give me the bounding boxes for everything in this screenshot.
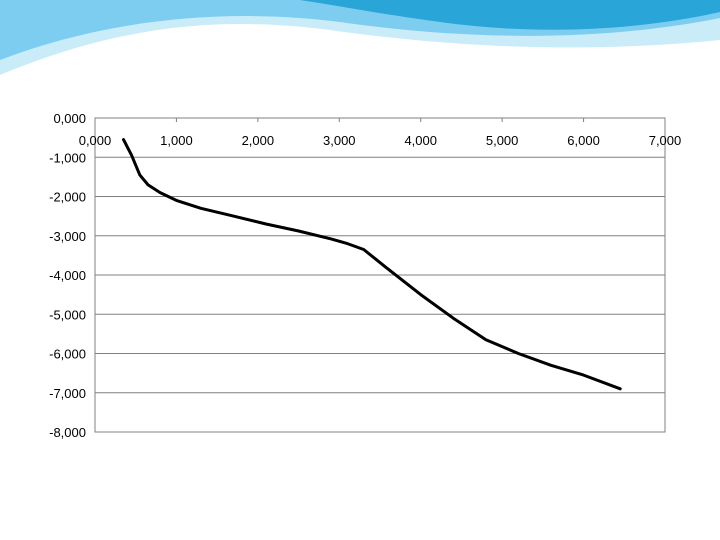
wave-dark-band: [300, 0, 720, 30]
y-tick-label: -4,000: [49, 268, 86, 283]
y-gridlines: [95, 156, 665, 394]
x-tick-labels: 0,000 1,000 2,000 3,000 4,000 5,000 6,000 7,000: [79, 133, 682, 148]
x-tick-label: 7,000: [649, 133, 682, 148]
x-tick-label: 2,000: [242, 133, 275, 148]
x-tick-label: 0,000: [79, 133, 112, 148]
x-tick-label: 5,000: [486, 133, 519, 148]
y-tick-label: -2,000: [49, 190, 86, 205]
y-tick-label: -8,000: [49, 425, 86, 440]
series-line: [122, 138, 622, 391]
x-tick-label: 4,000: [404, 133, 437, 148]
x-tick-label: 6,000: [567, 133, 600, 148]
y-tick-label: -6,000: [49, 347, 86, 362]
y-tick-label: -7,000: [49, 386, 86, 401]
y-tick-label: -3,000: [49, 229, 86, 244]
x-axis-line: [94, 117, 666, 122]
y-tick-label: 0,000: [53, 111, 86, 126]
x-tick-label: 1,000: [160, 133, 193, 148]
y-tick-labels: 0,000 -1,000 -2,000 -3,000 -4,000 -5,000 -6,00…: [49, 111, 86, 440]
y-tick-label: -1,000: [49, 150, 86, 165]
y-tick-label: -5,000: [49, 307, 86, 322]
header-wave-decoration: [0, 0, 720, 75]
x-tick-label: 3,000: [323, 133, 356, 148]
